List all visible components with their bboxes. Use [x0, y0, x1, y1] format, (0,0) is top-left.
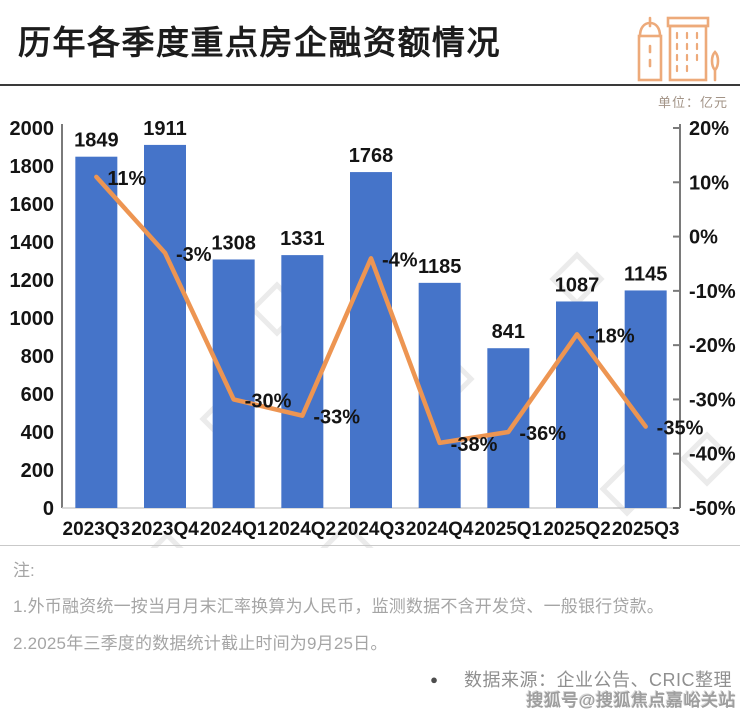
- note-line-1: 1.外币融资统一按当月月末汇率换算为人民币，监测数据不含开发贷、一般银行贷款。: [13, 597, 664, 616]
- line-series: [94, 174, 648, 446]
- left-axis-tick-label: 400: [21, 422, 54, 444]
- left-axis-tick-label: 2000: [10, 118, 55, 140]
- bar-value-label: 1768: [349, 145, 394, 167]
- left-axis-tick-label: 1200: [10, 270, 55, 292]
- watermark-text: 搜狐号@搜狐焦点嘉峪关站: [526, 691, 736, 710]
- left-axis-tick-label: 1600: [10, 194, 55, 216]
- section-divider: [0, 545, 740, 546]
- bar-value-label: 1308: [211, 232, 256, 254]
- line-value-label: -4%: [382, 249, 418, 271]
- watermark-pattern: [319, 521, 375, 548]
- x-axis-category-label: 2024Q1: [200, 519, 268, 540]
- left-axis-tick-label: 1400: [10, 232, 55, 254]
- right-axis-tick-label: -30%: [689, 389, 736, 411]
- watermark-pattern: [139, 531, 195, 548]
- bar-value-label: 841: [492, 321, 525, 343]
- combo-chart: 200018001600140012001000800600400200020%…: [10, 118, 736, 548]
- line-value-label: -18%: [588, 325, 635, 347]
- data-source-text: 数据来源：企业公告、CRIC整理: [464, 670, 732, 690]
- notes-label: 注:: [13, 561, 35, 580]
- x-axis-category-label: 2024Q2: [269, 519, 337, 540]
- bar-value-label: 1087: [555, 274, 600, 296]
- x-axis-category-label: 2025Q1: [475, 519, 543, 540]
- note-line-2: 2.2025年三季度的数据统计截止时间为9月25日。: [13, 634, 388, 653]
- bullet-icon: ●: [430, 671, 438, 687]
- x-axis-category-label: 2024Q4: [406, 519, 474, 540]
- watermark-pattern: [679, 431, 735, 487]
- left-axis-tick-label: 1000: [10, 308, 55, 330]
- bar-value-label: 1911: [143, 118, 186, 140]
- watermark-pattern: [549, 251, 605, 307]
- line-value-label: -30%: [245, 390, 292, 412]
- bar: [75, 156, 118, 508]
- line-value-label: -38%: [451, 434, 498, 456]
- x-axis-category-label: 2023Q4: [131, 519, 199, 540]
- line-value-label: 11%: [107, 168, 146, 190]
- bar-value-label: 1331: [280, 228, 325, 250]
- left-axis-tick-label: 200: [21, 460, 54, 482]
- bar: [418, 282, 461, 508]
- right-axis-tick-label: 20%: [689, 118, 729, 140]
- bar: [144, 144, 186, 508]
- line-value-label: -33%: [313, 407, 360, 429]
- line-value-label: -36%: [519, 423, 566, 445]
- left-axis-tick-label: 1800: [10, 156, 55, 178]
- right-axis-tick-label: -40%: [689, 444, 736, 466]
- bar-value-label: 1145: [624, 263, 667, 285]
- line-value-label: -35%: [657, 418, 704, 440]
- data-source-row: ● 数据来源：企业公告、CRIC整理: [430, 666, 732, 692]
- right-axis-tick-label: -10%: [689, 281, 736, 303]
- bar: [350, 172, 392, 508]
- header-divider: [0, 84, 740, 86]
- bar: [212, 259, 255, 508]
- left-axis-tick-label: 0: [43, 498, 54, 520]
- right-axis-tick-label: -20%: [689, 335, 736, 357]
- right-axis-tick-label: 0%: [689, 227, 718, 249]
- left-axis-tick-label: 800: [21, 346, 54, 368]
- x-axis-category-label: 2025Q2: [543, 519, 611, 540]
- bar: [624, 290, 667, 508]
- bar-value-label: 1185: [418, 256, 461, 278]
- x-axis-category-label: 2024Q3: [337, 519, 405, 540]
- x-axis-category-label: 2025Q3: [612, 519, 680, 540]
- buildings-icon: [637, 16, 720, 82]
- right-axis-tick-label: -50%: [689, 498, 736, 520]
- left-axis-tick-label: 600: [21, 384, 54, 406]
- x-axis-category-label: 2023Q3: [63, 519, 131, 540]
- unit-label: 单位：亿元: [657, 95, 728, 110]
- line-value-label: -3%: [176, 244, 212, 266]
- page-title: 历年各季度重点房企融资额情况: [18, 24, 501, 61]
- bar-value-label: 1849: [74, 130, 119, 152]
- right-axis-tick-label: 10%: [689, 172, 729, 194]
